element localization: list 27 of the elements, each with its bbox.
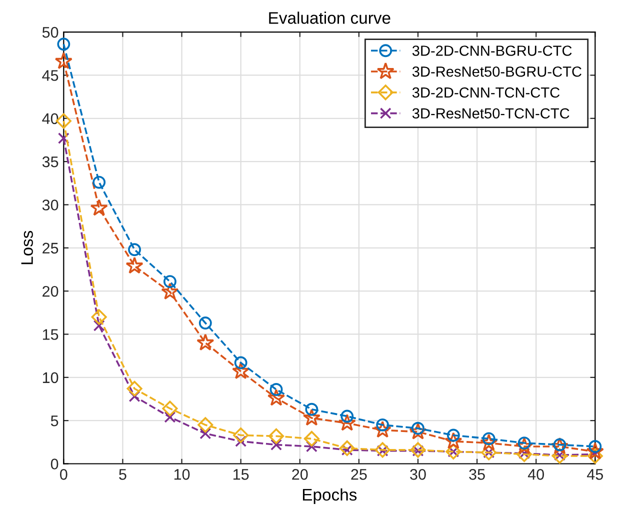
x-tick-label: 0 [60, 469, 68, 480]
y-tick-label: 20 [42, 286, 58, 297]
legend-label: 3D-2D-CNN-TCN-CTC [412, 87, 560, 98]
x-tick-label: 15 [233, 469, 249, 480]
y-tick-label: 35 [42, 156, 58, 168]
y-axis-title: Loss [21, 230, 33, 264]
y-tick-label: 5 [50, 416, 58, 426]
x-tick-label: 35 [469, 469, 485, 480]
x-tick-label: 45 [586, 469, 603, 480]
x-tick-label: 10 [174, 469, 190, 480]
x-tick-label: 40 [528, 469, 544, 480]
y-tick-label: 30 [42, 200, 58, 210]
x-tick-label: 5 [119, 469, 126, 480]
y-tick-label: 0 [50, 458, 58, 470]
y-tick-label: 10 [42, 372, 58, 384]
x-tick-label: 20 [292, 469, 308, 480]
x-tick-label: 25 [351, 469, 367, 480]
x-axis-title: Epochs [302, 488, 357, 504]
x-tick-label: 30 [410, 469, 426, 480]
y-tick-label: 50 [42, 26, 58, 38]
legend-label: 3D-ResNet50-BGRU-CTC [412, 66, 582, 77]
y-tick-label: 15 [42, 329, 58, 340]
legend-label: 3D-ResNet50-TCN-CTC [412, 108, 570, 119]
legend-label: 3D-2D-CNN-BGRU-CTC [412, 46, 572, 56]
y-tick-label: 45 [42, 70, 58, 81]
chart-title: Evaluation curve [269, 12, 390, 24]
y-tick-label: 25 [42, 242, 58, 254]
